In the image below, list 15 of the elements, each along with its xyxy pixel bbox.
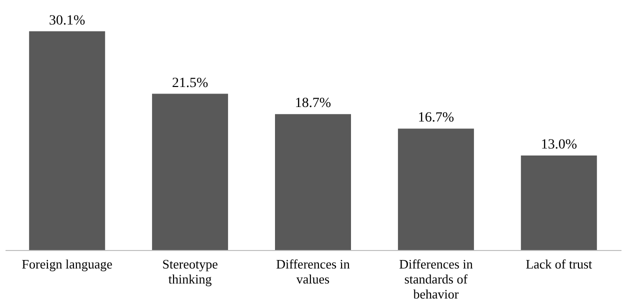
x-tick-label: Stereotype thinking [162, 256, 218, 286]
data-label: 18.7% [294, 96, 332, 112]
data-label: 16.7% [418, 110, 454, 126]
bar [152, 94, 228, 250]
bar [398, 128, 474, 250]
bar [29, 31, 106, 250]
data-label: 30.1% [49, 13, 86, 28]
x-tick-label: Differences in values [276, 256, 350, 286]
data-label: 21.5% [172, 76, 208, 91]
x-tick-label: Lack of trust [526, 256, 593, 272]
bar [520, 156, 597, 250]
x-tick-label: Foreign language [22, 256, 113, 272]
data-label: 13.0% [540, 138, 578, 153]
bar [275, 114, 351, 250]
x-tick-label: Differences in standards of behavior [399, 256, 474, 302]
